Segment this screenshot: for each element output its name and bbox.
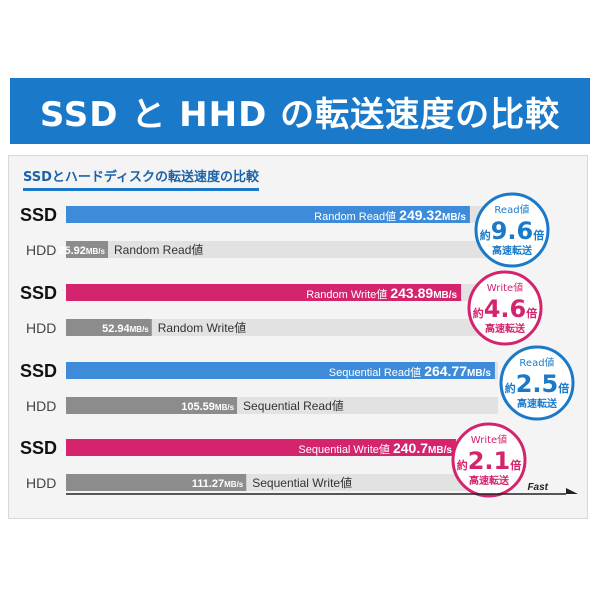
hdd-bar-value: 25.92MB/s xyxy=(58,245,105,257)
badge-foot: 高速転送 xyxy=(517,397,558,410)
fast-arrow-icon xyxy=(566,488,578,494)
badge-foot: 高速転送 xyxy=(492,244,533,257)
ratio-badge xyxy=(474,192,550,268)
hdd-bar-track xyxy=(66,319,498,336)
badge-ratio: 約2.5倍 xyxy=(505,370,570,398)
badge-ratio: 約4.6倍 xyxy=(473,295,538,323)
ssd-bar xyxy=(66,362,495,379)
badge-foot: 高速転送 xyxy=(485,322,526,335)
ssd-bar xyxy=(66,439,456,456)
hdd-bar-metric: Random Write値 xyxy=(158,320,246,335)
hdd-bar-value: 105.59MB/s xyxy=(181,401,234,413)
page-banner-title: SSD と HHD の転送速度の比較 xyxy=(10,78,590,144)
hdd-bar-metric: Sequential Write値 xyxy=(252,475,352,490)
hdd-bar xyxy=(66,397,238,414)
badge-head: Write値 xyxy=(487,281,523,294)
hdd-bar-value: 111.27MB/s xyxy=(192,478,244,490)
hdd-bar-value: 52.94MB/s xyxy=(102,323,149,335)
ssd-bar-label: Sequential Read値 264.77MB/s xyxy=(329,363,492,379)
badge-ratio: 約9.6倍 xyxy=(480,217,545,245)
hdd-bar-metric: Sequential Read値 xyxy=(243,398,344,413)
ssd-row-label: SSD xyxy=(20,283,57,303)
badge-foot: 高速転送 xyxy=(469,474,510,487)
hdd-row-label: HDD xyxy=(26,398,56,414)
hdd-bar xyxy=(66,241,108,258)
chart-title: SSDとハードディスクの転送速度の比較 xyxy=(23,166,260,191)
ssd-bar xyxy=(66,206,470,223)
ssd-row-label: SSD xyxy=(20,438,57,458)
ratio-badge xyxy=(499,345,575,421)
hdd-bar-track xyxy=(66,241,498,258)
badge-ratio: 約2.1倍 xyxy=(457,447,522,475)
badge-head: Write値 xyxy=(471,433,507,446)
hdd-row-label: HDD xyxy=(26,320,56,336)
ssd-row-label: SSD xyxy=(20,361,57,381)
ssd-bar-label: Sequential Write値 240.7MB/s xyxy=(298,440,452,456)
ssd-bar-label: Random Write値 243.89MB/s xyxy=(306,285,457,301)
hdd-row-label: HDD xyxy=(26,475,56,491)
ssd-row-label: SSD xyxy=(20,205,57,225)
hdd-row-label: HDD xyxy=(26,242,56,258)
ssd-bar-label: Random Read値 249.32MB/s xyxy=(314,207,466,223)
hdd-bar-metric: Random Read値 xyxy=(114,242,203,257)
hdd-bar xyxy=(66,319,152,336)
ratio-badge xyxy=(451,422,527,498)
ssd-bar xyxy=(66,284,462,301)
ratio-badge xyxy=(467,270,543,346)
hdd-bar xyxy=(66,474,247,491)
badge-head: Read値 xyxy=(519,356,554,369)
badge-head: Read値 xyxy=(494,203,529,216)
fast-axis-label: Fast xyxy=(527,482,548,493)
